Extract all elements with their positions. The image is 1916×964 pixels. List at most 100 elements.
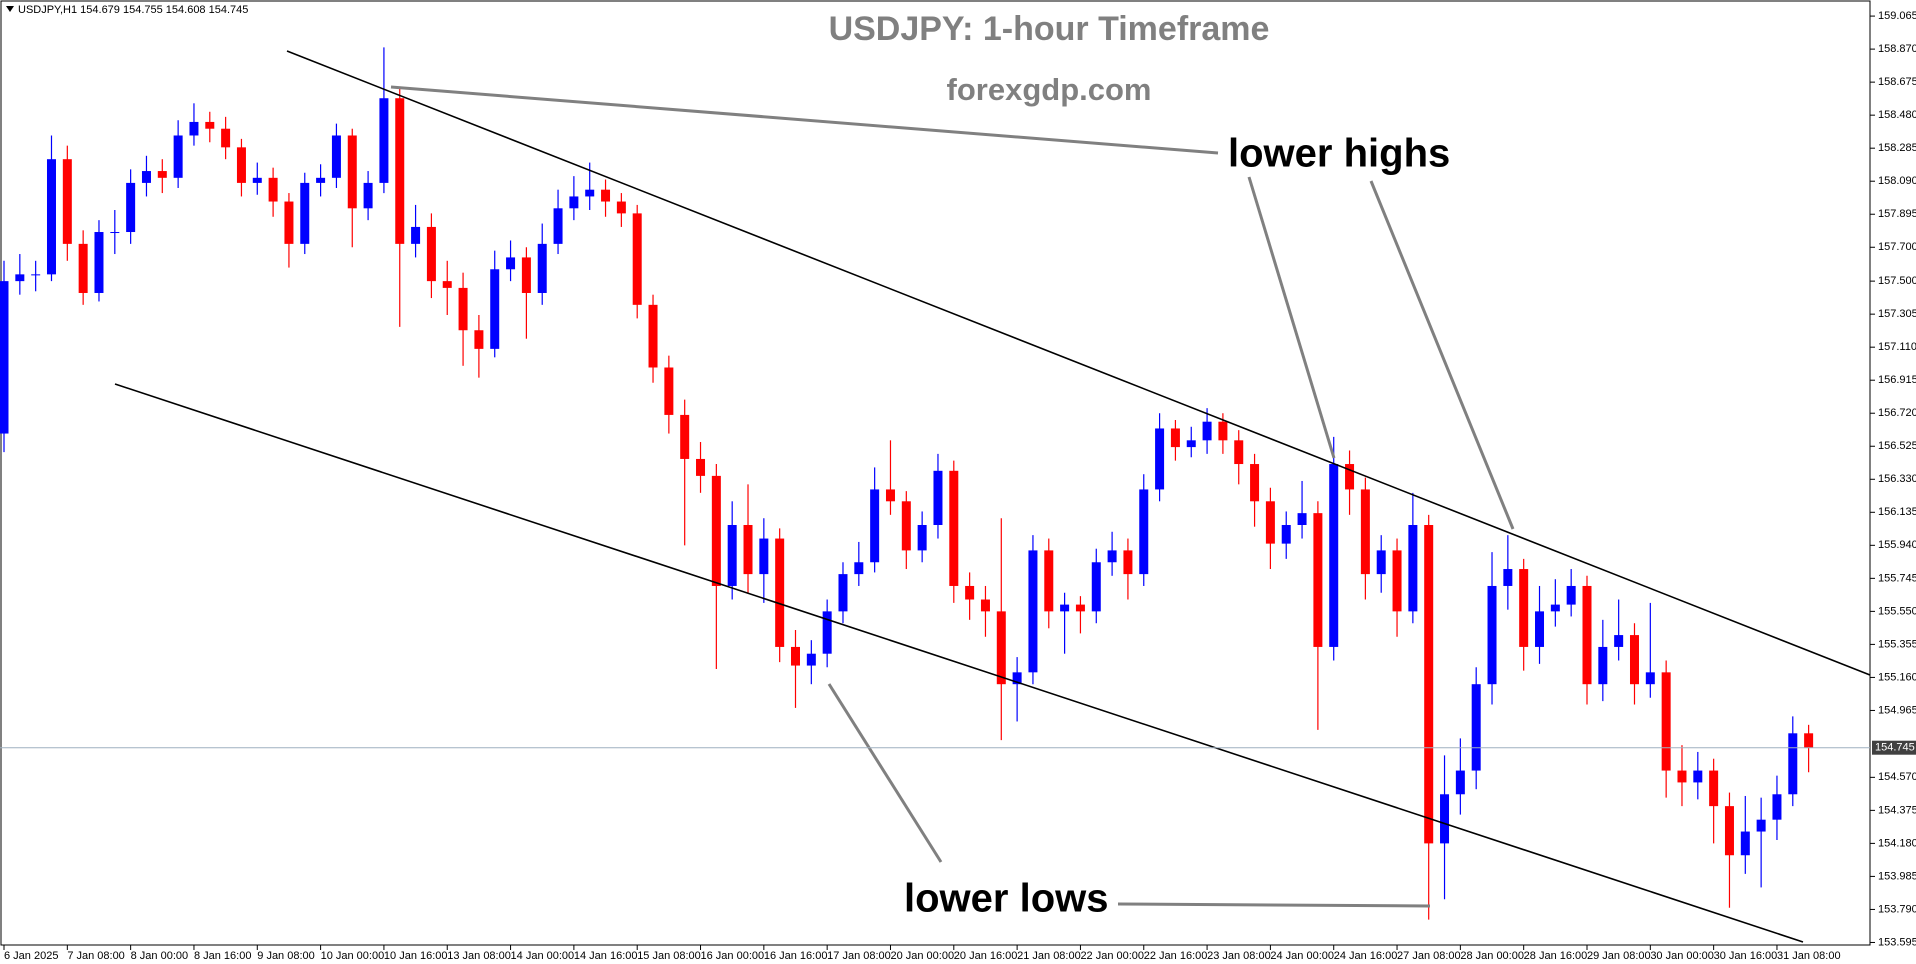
x-tick-label: 8 Jan 16:00 [194,950,252,962]
candle-body [806,653,816,666]
y-tick-label: 154.375 [1878,804,1916,816]
candle-body [569,196,579,209]
candle-body [78,243,88,293]
x-tick-label: 13 Jan 08:00 [447,950,511,962]
candle-body [284,201,294,244]
candle-body [173,135,183,178]
pointer-line [827,683,943,863]
candle-body [1693,770,1703,783]
candle-body [1503,569,1513,586]
candle-body [46,159,56,275]
candle-body [1218,421,1228,441]
candle-body [110,232,120,234]
candle-body [363,182,373,209]
candle-body [1044,550,1054,612]
y-tick-label: 153.595 [1878,936,1916,948]
x-tick-label: 10 Jan 16:00 [384,950,448,962]
candle-body [1535,611,1545,647]
y-tick-label: 154.180 [1878,837,1916,849]
candle-body [1075,604,1085,612]
candle-body [1804,733,1814,748]
candle-body [1313,513,1323,647]
candle-body [1614,635,1624,647]
candle-body [221,128,231,148]
candle-body [1297,513,1307,525]
pointer-line [1117,902,1431,908]
y-tick-label: 156.135 [1878,506,1916,518]
pointer-line [1369,180,1515,530]
x-tick-label: 7 Jan 08:00 [67,950,125,962]
x-tick-label: 28 Jan 16:00 [1524,950,1588,962]
candle-body [1756,819,1766,832]
candle-body [759,538,769,575]
annotation: lower lows [904,877,1109,921]
y-tick-label: 154.570 [1878,771,1916,783]
y-tick-label: 157.500 [1878,275,1916,287]
x-tick-label: 23 Jan 08:00 [1207,950,1271,962]
candle-body [1598,646,1608,685]
candle-body [490,269,500,349]
candle-body [632,213,642,305]
y-tick-label: 157.895 [1878,208,1916,220]
candle-body [965,585,975,600]
y-tick-label: 157.305 [1878,308,1916,320]
candle-body [157,171,167,178]
x-tick-label: 15 Jan 08:00 [637,950,701,962]
x-tick-label: 21 Jan 08:00 [1017,950,1081,962]
candle-body [822,611,832,654]
x-tick-label: 10 Jan 00:00 [321,950,385,962]
candle-body [791,646,800,666]
x-tick-label: 9 Jan 08:00 [257,950,315,962]
candle-body [616,201,626,214]
x-tick-label: 27 Jan 08:00 [1397,950,1461,962]
annotation: lower highs [1228,132,1450,176]
y-tick-label: 154.965 [1878,704,1916,716]
candle-body [1281,525,1291,544]
candle-body [1471,684,1481,771]
candle-body [537,243,547,293]
candle-body [0,281,9,434]
y-tick-label: 155.355 [1878,638,1916,650]
y-tick-label: 157.700 [1878,241,1916,253]
candle-body [1155,428,1165,490]
candle-body [1012,672,1022,685]
candle-body [1091,562,1101,612]
candle-body [252,177,262,183]
candle-body [1645,672,1655,685]
candle-body [838,574,848,612]
candle-body [268,177,278,202]
candle-body [316,177,326,183]
candle-body [933,470,943,525]
candle-body [1107,550,1117,563]
candle-body [1376,550,1386,575]
candle-body [996,611,1006,685]
candle-body [126,182,136,233]
y-tick-label: 158.870 [1878,43,1916,55]
x-tick-label: 24 Jan 16:00 [1334,950,1398,962]
candle-body [585,189,595,197]
plot-frame [0,0,1871,946]
candle-body [94,232,104,293]
candle-body [1629,635,1639,685]
candle-body [1740,831,1750,856]
upper-channel-line [286,50,1871,676]
pointer-line [390,85,1219,155]
y-tick-label: 158.480 [1878,109,1916,121]
candle-body [458,287,468,331]
candle-body [1677,770,1687,783]
candle-body [917,525,927,551]
candle-body [1202,421,1212,441]
candle-body [1772,794,1782,820]
candle-body [664,367,674,415]
candle-body [949,470,959,586]
pointer-line [1247,176,1336,459]
candle-body [31,274,41,276]
candle-body [980,599,990,612]
candle-body [1550,604,1560,612]
candle-body [1360,489,1370,575]
candle-body [743,525,753,575]
candle-body [680,414,690,459]
x-tick-label: 14 Jan 16:00 [574,950,638,962]
